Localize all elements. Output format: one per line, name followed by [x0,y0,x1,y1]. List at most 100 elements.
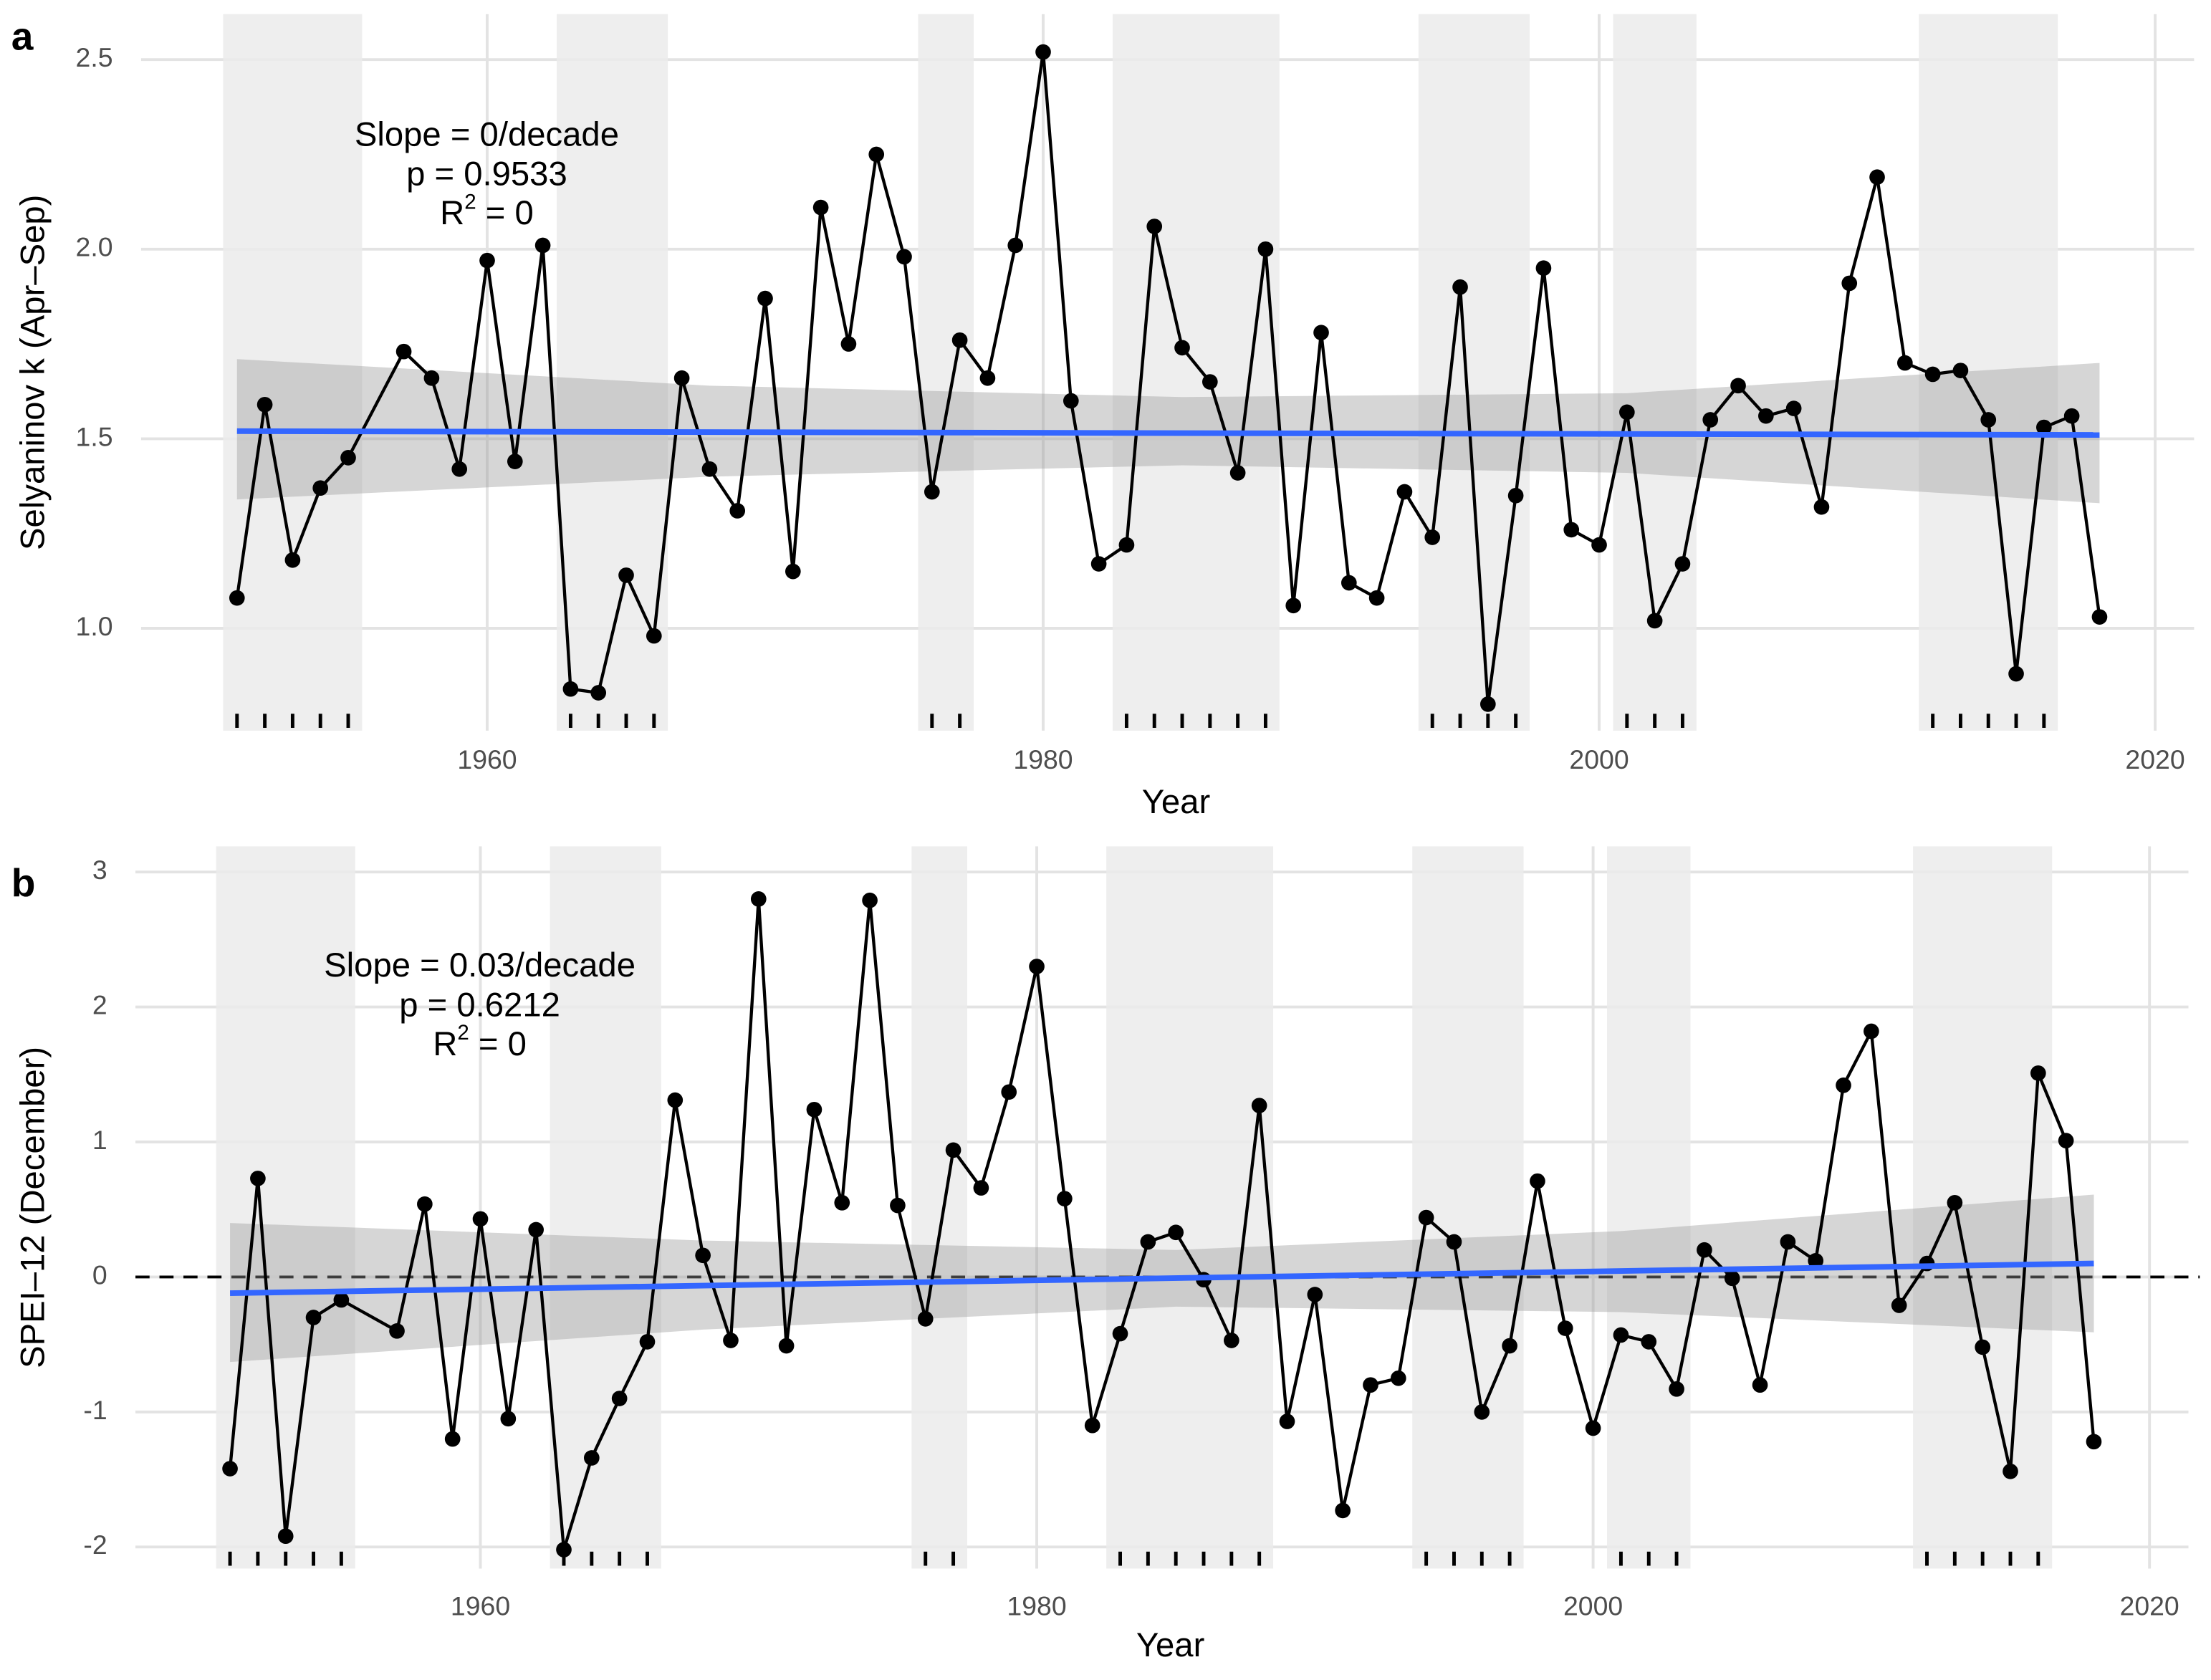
data-point [896,249,912,265]
data-point [1646,613,1663,629]
data-point [1697,1242,1712,1258]
data-point [507,453,523,469]
x-tick-label: 1980 [1013,744,1073,774]
data-point [1474,1404,1490,1420]
data-point [1090,556,1107,572]
data-point [1363,1377,1378,1393]
annotation-superscript: 2 [464,190,476,213]
data-point [1591,537,1607,553]
x-tick-label: 1980 [1007,1590,1066,1621]
annotation-part: = 0 [469,1025,527,1063]
x-tick-label: 1960 [451,1590,510,1621]
annotation: R2 = 0 [440,190,534,232]
data-point [1530,1173,1545,1189]
x-tick-label: 2020 [2120,1590,2179,1621]
data-point [1752,1377,1768,1393]
data-point [1502,1338,1517,1354]
data-point [951,332,968,348]
data-point [945,1142,961,1158]
data-point [389,1323,405,1339]
data-point [2086,1434,2102,1450]
data-point [979,370,996,386]
data-point [1507,487,1524,504]
y-tick-label: 1.0 [76,611,113,641]
data-point [812,199,829,216]
data-point [785,563,801,580]
data-point [500,1411,517,1427]
data-point [1063,393,1079,409]
data-point [806,1101,822,1118]
y-tick-label: -2 [83,1530,107,1560]
data-point [590,685,607,701]
data-point [862,892,878,908]
data-point [1641,1334,1657,1350]
y-tick-label: 3 [92,855,107,885]
data-point [1390,1370,1406,1386]
data-point [1479,696,1496,712]
data-point [2003,1463,2018,1479]
data-point [1780,1234,1796,1250]
data-point [1836,1077,1851,1093]
data-point [1251,1098,1267,1113]
annotation: p = 0.6212 [399,986,560,1024]
data-point [2091,609,2108,625]
data-point [1307,1287,1323,1302]
data-point [277,1528,294,1545]
data-point [1897,355,1913,371]
data-point [1001,1084,1017,1100]
data-point [1669,1381,1684,1397]
data-point [1674,556,1691,572]
data-point [646,628,662,644]
annotation-superscript: 2 [457,1021,469,1045]
data-point [444,1431,461,1447]
y-tick-label: 2.5 [76,42,113,72]
panel-label: b [11,860,36,905]
period-band [918,14,974,731]
data-point [701,461,718,477]
trend-line [230,1260,2094,1296]
data-point [1146,219,1163,234]
data-point [1980,412,1997,428]
y-tick-label: 2.0 [76,232,113,262]
data-point [256,396,273,413]
data-point [1279,1413,1295,1429]
data-point [556,1542,572,1557]
y-tick-label: 1 [92,1125,107,1155]
x-tick-label: 2020 [2125,744,2184,774]
y-tick-label: 1.5 [76,421,113,451]
data-point [423,370,440,386]
data-point [639,1334,656,1350]
period-band [550,846,661,1569]
data-point [1057,1191,1073,1206]
data-point [834,1194,850,1211]
period-band [216,846,355,1569]
data-point [1619,404,1635,421]
data-point [611,1391,628,1406]
data-point [924,484,940,500]
annotation: p = 0.9533 [406,155,567,193]
data-point [305,1310,322,1325]
annotation: Slope = 0.03/decade [324,946,636,984]
data-point [1084,1417,1100,1434]
data-point [1785,400,1802,416]
data-point [2058,1133,2074,1148]
data-point [1813,499,1830,515]
data-point [528,1221,544,1238]
data-point [583,1450,600,1466]
data-point [1424,529,1441,545]
y-tick-label: -1 [83,1395,107,1425]
data-point [284,552,301,568]
data-point [333,1292,350,1308]
data-point [1112,1325,1128,1342]
data-point [1841,275,1858,292]
data-point [312,480,329,496]
data-point [778,1338,795,1354]
data-point [451,461,468,477]
y-axis-title: Selyaninov k (Apr–Sep) [14,195,52,550]
data-point [840,336,857,352]
data-point [1224,1333,1239,1348]
data-point [1869,169,1885,186]
data-point [1007,237,1024,254]
